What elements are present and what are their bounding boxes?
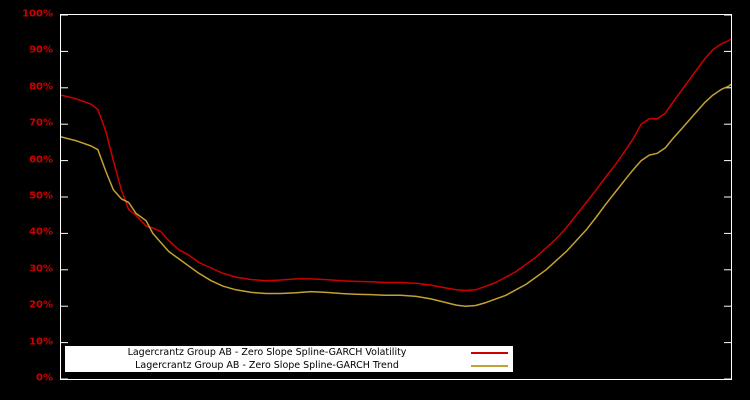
trend-line bbox=[61, 83, 731, 307]
y-tick-label: 10% bbox=[29, 336, 53, 348]
legend: Lagercrantz Group AB - Zero Slope Spline… bbox=[65, 346, 513, 372]
y-tick-label: 20% bbox=[29, 299, 53, 311]
y-tick-label: 0% bbox=[36, 372, 53, 384]
y-tick-label: 80% bbox=[29, 81, 53, 93]
legend-item-trend: Lagercrantz Group AB - Zero Slope Spline… bbox=[65, 359, 513, 372]
y-tick-label: 50% bbox=[29, 190, 53, 202]
y-tick-label: 40% bbox=[29, 226, 53, 238]
y-axis-tick-marks bbox=[61, 15, 731, 379]
y-tick-label: 90% bbox=[29, 44, 53, 56]
line-chart bbox=[61, 15, 731, 379]
legend-item-volatility: Lagercrantz Group AB - Zero Slope Spline… bbox=[65, 346, 513, 359]
volatility-line bbox=[61, 38, 731, 292]
y-tick-label: 60% bbox=[29, 154, 53, 166]
volatility-line-swatch bbox=[471, 352, 508, 354]
y-tick-label: 100% bbox=[22, 8, 53, 20]
y-tick-label: 70% bbox=[29, 117, 53, 129]
legend-label-volatility: Lagercrantz Group AB - Zero Slope Spline… bbox=[127, 347, 407, 358]
plot-area: Lagercrantz Group AB - Zero Slope Spline… bbox=[60, 14, 732, 380]
legend-label-trend: Lagercrantz Group AB - Zero Slope Spline… bbox=[135, 360, 399, 371]
trend-line-swatch bbox=[471, 365, 508, 367]
y-tick-label: 30% bbox=[29, 263, 53, 275]
y-axis-labels: 0% 10% 20% 30% 40% 50% 60% 70% 80% 90% 100% bbox=[0, 0, 56, 400]
